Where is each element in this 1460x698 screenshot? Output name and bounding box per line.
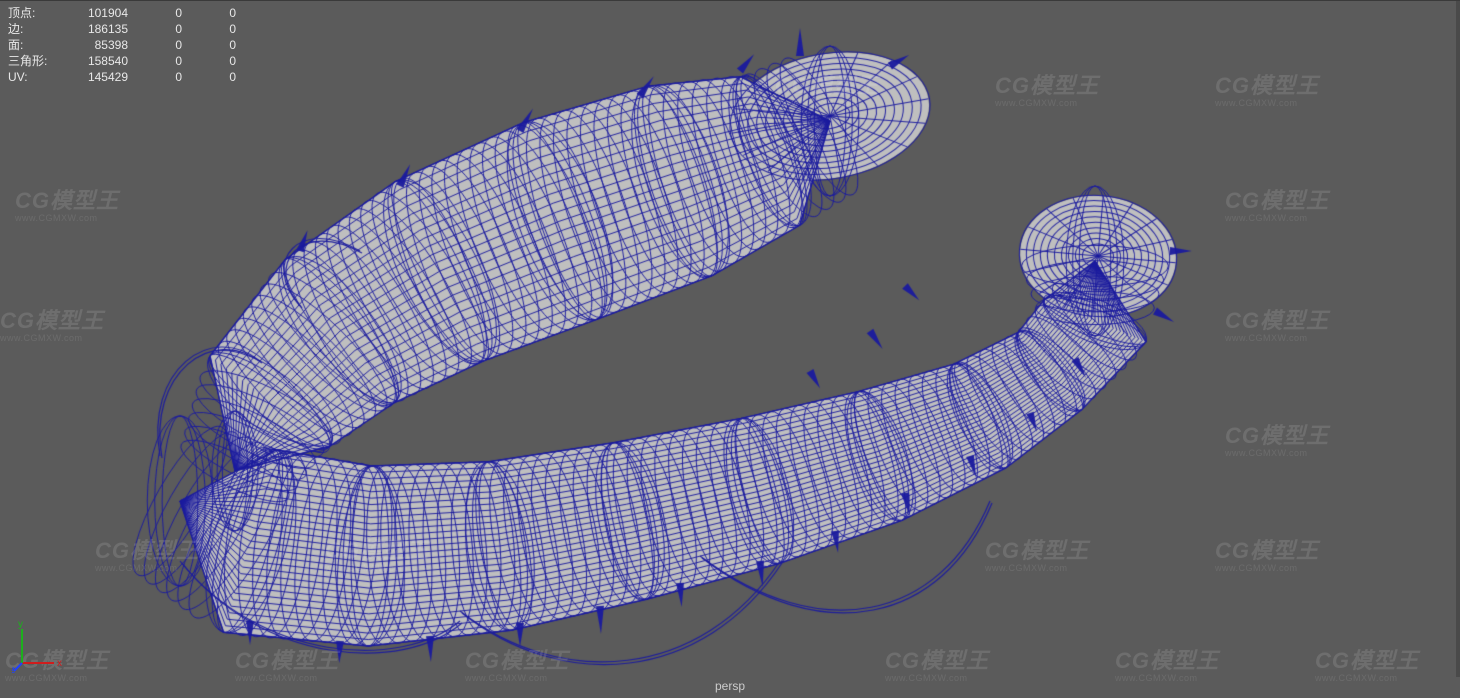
stats-value: 158540 bbox=[56, 53, 128, 69]
stats-label: 顶点: bbox=[8, 5, 56, 21]
stats-label: 边: bbox=[8, 21, 56, 37]
stats-value: 0 bbox=[182, 69, 236, 85]
stats-value: 0 bbox=[182, 21, 236, 37]
stats-value: 101904 bbox=[56, 5, 128, 21]
stats-value: 0 bbox=[182, 5, 236, 21]
stats-value: 186135 bbox=[56, 21, 128, 37]
stats-value: 0 bbox=[182, 53, 236, 69]
stats-value: 145429 bbox=[56, 69, 128, 85]
axis-gizmo[interactable]: x y z bbox=[12, 619, 66, 673]
stats-row: UV:14542900 bbox=[8, 69, 236, 85]
stats-label: 面: bbox=[8, 37, 56, 53]
svg-text:z: z bbox=[12, 665, 15, 673]
stats-label: UV: bbox=[8, 69, 56, 85]
stats-row: 边:18613500 bbox=[8, 21, 236, 37]
stats-value: 0 bbox=[128, 53, 182, 69]
svg-text:y: y bbox=[18, 619, 23, 630]
camera-name-label: persp bbox=[715, 679, 745, 693]
stats-row: 面:8539800 bbox=[8, 37, 236, 53]
svg-text:x: x bbox=[57, 658, 62, 669]
vertical-scrollbar[interactable] bbox=[1456, 1, 1460, 677]
stats-value: 0 bbox=[128, 69, 182, 85]
stats-row: 三角形:15854000 bbox=[8, 53, 236, 69]
stats-value: 0 bbox=[182, 37, 236, 53]
stats-value: 85398 bbox=[56, 37, 128, 53]
stats-label: 三角形: bbox=[8, 53, 56, 69]
stats-row: 顶点:10190400 bbox=[8, 5, 236, 21]
stats-value: 0 bbox=[128, 21, 182, 37]
stats-value: 0 bbox=[128, 5, 182, 21]
axis-gizmo-svg: x y z bbox=[12, 619, 66, 673]
heads-up-stats: 顶点:10190400边:18613500面:8539800三角形:158540… bbox=[8, 5, 236, 85]
stats-value: 0 bbox=[128, 37, 182, 53]
viewport-3d[interactable]: CG模型王www.CGMXW.comCG模型王www.CGMXW.comCG模型… bbox=[0, 0, 1460, 697]
wireframe-mesh bbox=[0, 1, 1460, 698]
